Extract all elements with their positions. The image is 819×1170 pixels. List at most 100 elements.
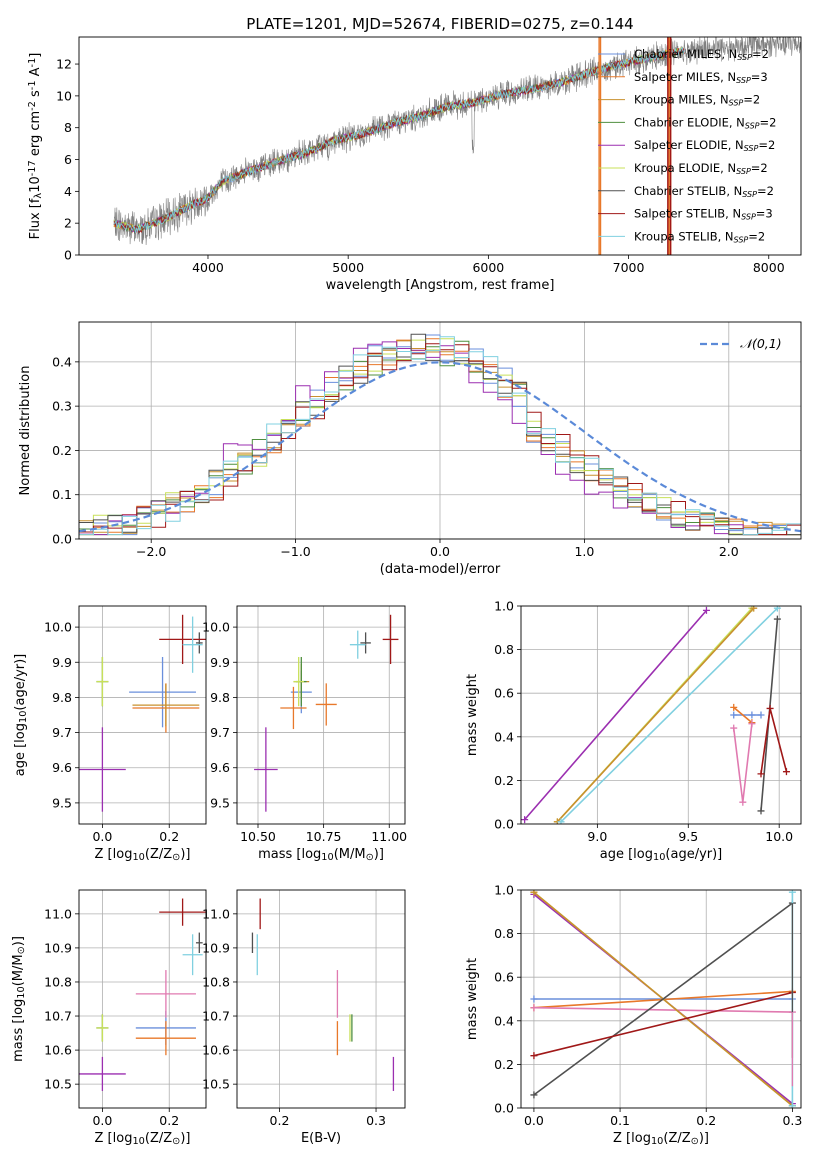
y-axis-label: Normed distribution xyxy=(18,366,33,496)
plot-area xyxy=(237,890,405,1108)
y-tick-label: 9.8 xyxy=(210,690,230,705)
weight-marker xyxy=(530,1091,538,1099)
weight-marker xyxy=(766,704,774,712)
x-tick-label: 0.3 xyxy=(366,1113,386,1128)
y-tick-label: 9.7 xyxy=(52,725,72,740)
panel-residual_histogram: −2.0 −1.0 0.0 1.0 2.0 0.0 0.1 0.2 0.3 0.4 (data-mo… xyxy=(18,321,802,577)
plot-area xyxy=(521,890,801,1108)
y-tick-label: 10.8 xyxy=(202,974,230,989)
y-tick-label: 0.4 xyxy=(52,354,72,369)
weight-marker xyxy=(530,1004,538,1012)
y-tick-label: 6 xyxy=(64,152,72,167)
y-tick-label: 1.0 xyxy=(494,599,514,614)
x-tick-label: 7000 xyxy=(613,260,645,275)
y-tick-label: 11.0 xyxy=(202,906,230,921)
y-tick-label: 9.5 xyxy=(52,795,72,810)
axes-frame xyxy=(236,605,406,825)
y-tick-label: 10.7 xyxy=(44,1009,72,1024)
y-tick-label: 0.2 xyxy=(494,1057,514,1072)
y-tick-label: 10.5 xyxy=(44,1077,72,1092)
x-tick-label: −1.0 xyxy=(280,544,310,559)
weight-marker xyxy=(748,711,756,719)
y-axis-label: mass weight xyxy=(465,674,480,756)
weight-marker xyxy=(757,711,765,719)
y-tick-label: 0.0 xyxy=(494,1101,514,1116)
x-tick-label: 0.2 xyxy=(159,829,179,844)
histogram-series xyxy=(79,333,801,536)
weight-marker xyxy=(530,890,538,896)
legend-label: Kroupa STELIB, NSSP=2 xyxy=(634,229,765,244)
weight-line xyxy=(533,902,793,1096)
y-tick-label: 0.8 xyxy=(494,926,514,941)
x-tick-label: 0.0 xyxy=(430,544,450,559)
weight-marker xyxy=(730,703,738,711)
panel-age_vs_Z: 0.0 0.2 9.5 9.6 9.7 9.8 9.9 10.0 Z [log10(Z/Z⊙)]… xyxy=(13,605,207,863)
y-tick-label: 10.0 xyxy=(44,620,72,635)
x-tick-label: 0.0 xyxy=(92,1113,112,1128)
y-tick-label: 1.0 xyxy=(494,883,514,898)
y-tick-label: 8 xyxy=(64,120,72,135)
legend-label: Salpeter ELODIE, NSSP=2 xyxy=(634,138,775,153)
y-tick-label: 10 xyxy=(56,88,72,103)
y-axis-label: mass weight xyxy=(465,958,480,1040)
axes-frame xyxy=(520,889,802,1109)
y-tick-label: 9.9 xyxy=(52,655,72,670)
x-axis-label: Z [log10(Z/Z⊙)] xyxy=(95,847,191,863)
figure-title: PLATE=1201, MJD=52674, FIBERID=0275, z=0… xyxy=(246,15,633,33)
y-tick-label: 2 xyxy=(64,216,72,231)
axes-frame xyxy=(78,889,207,1109)
plot-area xyxy=(521,606,801,824)
x-tick-label: 10.75 xyxy=(306,829,342,844)
weight-marker xyxy=(557,818,565,824)
x-axis-label: Z [log10(Z/Z⊙)] xyxy=(613,1131,709,1147)
weight-marker xyxy=(739,798,747,806)
panels: 4000 5000 6000 7000 8000 0 2 4 6 8 10 12 wavelength … xyxy=(11,36,802,1147)
weight-marker xyxy=(788,890,796,896)
axes-frame xyxy=(78,36,802,256)
plot-area xyxy=(113,37,801,255)
axes-frame xyxy=(520,605,802,825)
x-tick-label: 2.0 xyxy=(719,544,739,559)
legend-label-normal: 𝒩(0,1) xyxy=(740,336,782,351)
weight-line xyxy=(533,991,793,1057)
weight-line xyxy=(560,607,778,823)
x-axis-label: Z [log10(Z/Z⊙)] xyxy=(95,1131,191,1147)
x-tick-label: 6000 xyxy=(472,260,504,275)
legend-label: Chabrier STELIB, NSSP=2 xyxy=(634,184,774,199)
plot-area xyxy=(79,606,206,824)
x-axis-label: wavelength [Angstrom, rest frame] xyxy=(326,278,555,293)
x-tick-label: 0.2 xyxy=(270,1113,290,1128)
x-axis-label: age [log10(age/yr)] xyxy=(600,847,723,863)
y-tick-label: 10.8 xyxy=(44,974,72,989)
y-tick-label: 10.5 xyxy=(202,1077,230,1092)
weight-marker xyxy=(757,770,765,778)
plot-area xyxy=(79,890,206,1108)
y-tick-label: 12 xyxy=(56,57,72,72)
weight-marker xyxy=(521,816,529,824)
weight-marker xyxy=(750,606,758,612)
panel-spectrum: 4000 5000 6000 7000 8000 0 2 4 6 8 10 12 wavelength … xyxy=(27,36,802,293)
y-tick-label: 10.7 xyxy=(202,1009,230,1024)
y-tick-label: 0.6 xyxy=(494,970,514,985)
x-axis-label: (data-model)/error xyxy=(380,562,501,577)
weight-line xyxy=(533,1006,793,1013)
x-axis-label: mass [log10(M/M⊙)] xyxy=(258,847,384,863)
y-axis-label: age [log10(age/yr)] xyxy=(13,654,29,777)
x-tick-label: 5000 xyxy=(332,260,364,275)
x-tick-label: 0.3 xyxy=(782,1113,802,1128)
legend-label: Chabrier MILES, NSSP=2 xyxy=(634,47,769,62)
legend-label: Kroupa MILES, NSSP=2 xyxy=(634,93,760,108)
weight-marker xyxy=(757,807,765,815)
weight-marker xyxy=(702,606,710,614)
x-tick-label: 8000 xyxy=(753,260,785,275)
x-tick-label: 10.0 xyxy=(765,829,793,844)
x-tick-label: 11.00 xyxy=(371,829,407,844)
y-tick-label: 10.9 xyxy=(202,940,230,955)
legend-label: Chabrier ELODIE, NSSP=2 xyxy=(634,115,776,130)
weight-marker xyxy=(730,724,738,732)
x-tick-label: 0.2 xyxy=(696,1113,716,1128)
y-tick-label: 0.3 xyxy=(52,399,72,414)
x-tick-label: 4000 xyxy=(192,260,224,275)
y-tick-label: 0.2 xyxy=(52,443,72,458)
weight-marker xyxy=(530,995,538,1003)
